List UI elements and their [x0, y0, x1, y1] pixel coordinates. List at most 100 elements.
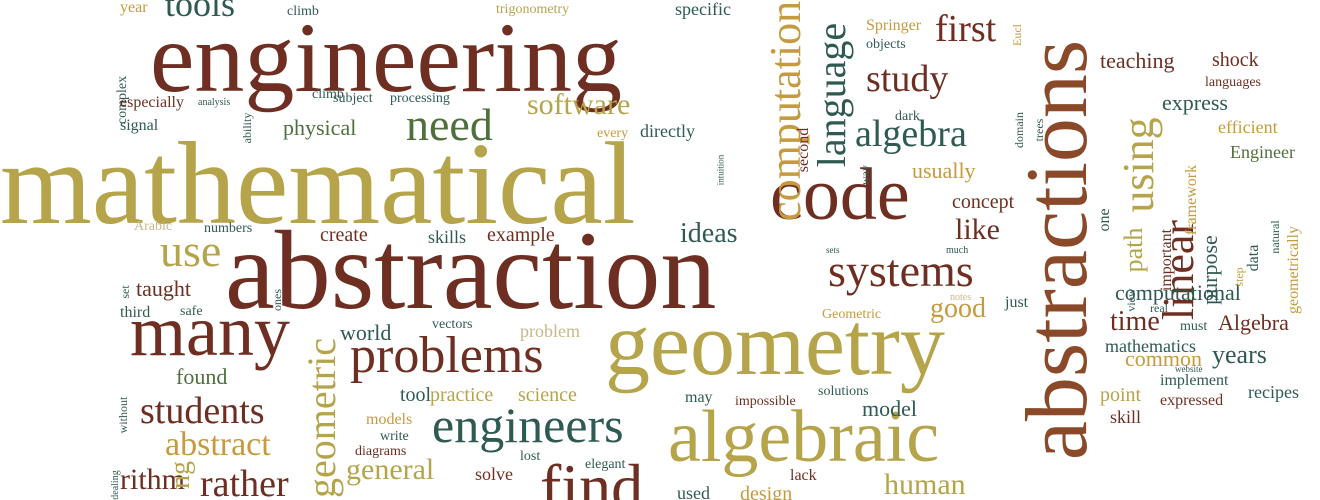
word-1: abstraction — [225, 209, 717, 333]
word-47: create — [320, 224, 368, 246]
word-65: implement — [1160, 372, 1229, 389]
word-31: good — [930, 293, 986, 324]
word-63: mathematics — [1105, 336, 1196, 356]
word-51: concept — [952, 191, 1015, 213]
word-90: Arabic — [134, 219, 173, 234]
word-78: objects — [866, 37, 906, 52]
word-4: abstractions — [1009, 39, 1107, 461]
word-13: use — [160, 225, 222, 276]
word-32: time — [1110, 306, 1160, 337]
word-62: recipes — [1248, 382, 1299, 402]
word-52: practice — [430, 384, 494, 406]
word-99: models — [366, 411, 413, 428]
word-48: example — [487, 224, 555, 246]
word-107: design — [740, 483, 793, 500]
word-12: need — [406, 99, 493, 150]
word-121: Eucl — [1009, 24, 1024, 46]
word-118: intuition — [715, 154, 726, 186]
word-75: view — [1123, 288, 1138, 312]
word-0: mathematical — [0, 118, 636, 249]
word-16: computational — [761, 0, 811, 221]
word-109: dark — [895, 109, 920, 124]
word-85: signal — [120, 117, 159, 134]
word-44: physical — [283, 115, 357, 140]
word-22: students — [140, 390, 265, 432]
word-11: systems — [828, 245, 974, 296]
word-79: year — [120, 0, 148, 16]
word-86: climb — [312, 87, 344, 102]
word-55: problem — [520, 321, 580, 341]
word-113: set — [117, 285, 132, 299]
word-27: human — [884, 468, 966, 500]
word-49: skills — [428, 227, 467, 247]
word-76: languages — [1205, 75, 1261, 90]
word-74: one — [1095, 208, 1113, 232]
word-20: study — [866, 58, 949, 100]
word-53: science — [518, 384, 577, 406]
word-24: abstract — [165, 426, 271, 463]
word-36: computational — [1115, 280, 1241, 305]
word-91: numbers — [204, 221, 253, 236]
word-28: like — [955, 213, 1000, 246]
word-54: tool — [400, 384, 432, 406]
word-8: find — [540, 451, 644, 500]
word-9: problems — [350, 327, 544, 384]
word-77: Springer — [866, 17, 922, 34]
word-69: important — [1157, 228, 1175, 292]
word-115: rithm — [120, 463, 185, 496]
word-126: website — [1175, 364, 1203, 374]
word-80: climb — [287, 4, 319, 19]
word-117: dealing — [109, 470, 121, 500]
word-88: processing — [390, 91, 450, 106]
word-104: elegant — [585, 457, 626, 472]
word-15: using — [1114, 117, 1164, 213]
word-125: just — [1005, 294, 1029, 311]
word-43: world — [340, 320, 392, 345]
word-2: engineering — [150, 2, 623, 113]
word-5: algebraic — [668, 396, 940, 478]
word-61: skill — [1110, 407, 1142, 427]
word-29: tools — [165, 0, 236, 24]
word-41: shock — [1212, 49, 1259, 71]
word-42: model — [862, 396, 917, 421]
word-123: much — [946, 245, 969, 256]
word-111: ability — [239, 112, 254, 144]
word-73: step — [1231, 267, 1246, 287]
word-26: general — [346, 453, 435, 486]
word-103: lost — [520, 449, 541, 464]
word-45: taught — [136, 276, 191, 301]
word-71: data — [1244, 244, 1262, 272]
word-106: used — [677, 483, 710, 500]
word-119: trees — [1031, 118, 1046, 142]
word-81: trigonometry — [496, 2, 570, 17]
word-84: analysis — [198, 97, 231, 108]
word-25: software — [527, 88, 631, 121]
word-40: teaching — [1100, 48, 1175, 73]
word-96: impossible — [735, 394, 796, 409]
word-89: every — [597, 126, 629, 141]
word-92: safe — [180, 304, 203, 319]
word-46: found — [176, 364, 228, 389]
word-10: engineers — [432, 397, 624, 453]
word-56: directly — [640, 121, 695, 141]
word-37: Algebra — [1218, 310, 1289, 335]
word-23: rather — [200, 463, 289, 500]
word-120: domain — [1011, 112, 1026, 148]
word-21: first — [935, 8, 997, 50]
word-7: many — [130, 291, 290, 371]
word-93: third — [120, 304, 151, 321]
word-30: ideas — [680, 218, 738, 249]
word-38: common — [1125, 346, 1202, 371]
word-87: subject — [333, 91, 373, 106]
word-100: write — [380, 429, 409, 444]
word-95: solutions — [818, 384, 869, 399]
word-94: vectors — [432, 317, 473, 332]
word-70: geometrically — [1284, 226, 1302, 314]
word-64: expressed — [1160, 392, 1224, 409]
word-97: Geometric — [822, 307, 882, 322]
word-18: geometric — [299, 337, 344, 498]
word-6: code — [770, 154, 910, 236]
word-34: path — [1119, 227, 1149, 273]
word-124: notes — [950, 292, 972, 303]
